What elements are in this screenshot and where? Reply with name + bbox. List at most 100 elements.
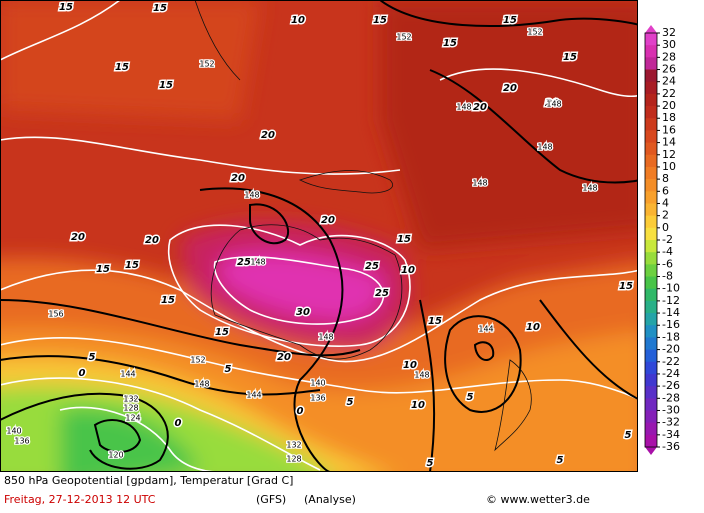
colorbar-label: -12 [662, 294, 680, 307]
colorbar-band [645, 386, 657, 399]
colorbar-band [645, 398, 657, 411]
model-name: (GFS) [256, 493, 286, 506]
isotherm-label: 30 [296, 307, 310, 318]
isotherm-label: 5 [467, 392, 474, 403]
geopotential-label: 152 [190, 356, 205, 365]
map-date: Freitag, 27-12-2013 12 UTC [4, 493, 156, 506]
geopotential-label: 156 [48, 310, 63, 319]
geopotential-label: 148 [318, 333, 333, 342]
isotherm-label: 15 [125, 260, 139, 271]
isotherm-label: 25 [237, 257, 251, 268]
geopotential-label: 144 [478, 325, 493, 334]
colorbar-label: 18 [662, 111, 676, 124]
isotherm-label: 20 [71, 232, 85, 243]
colorbar-label: 2 [662, 209, 669, 222]
colorbar-band [645, 288, 657, 302]
colorbar-band [645, 300, 657, 314]
colorbar-band [645, 154, 657, 168]
geopotential-label: 132 [123, 395, 138, 404]
isotherm-label: 15 [428, 316, 442, 327]
geopotential-label: 148 [414, 371, 429, 380]
colorbar-band [645, 166, 657, 180]
colorbar-label: -32 [662, 416, 680, 429]
isotherm-label: 5 [347, 397, 354, 408]
colorbar-band [645, 373, 657, 387]
isotherm-label: 20 [545, 98, 559, 109]
isotherm-label: 0 [175, 418, 182, 429]
isotherm-label: 15 [159, 80, 173, 91]
geopotential-label: 136 [310, 394, 325, 403]
isotherm-label: 15 [153, 3, 167, 14]
isotherm-label: 15 [397, 234, 411, 245]
colorbar-label: 30 [662, 38, 676, 51]
colorbar-band [645, 69, 657, 83]
colorbar-band [645, 410, 657, 424]
isotherm-label: 15 [96, 264, 110, 275]
colorbar: 32302826242220181614121086420-2-4-6-8-10… [644, 25, 680, 455]
colorbar-band [645, 240, 657, 253]
colorbar-band [645, 337, 657, 351]
map-area [0, 0, 638, 472]
geopotential-label: 128 [123, 404, 138, 413]
map-frame [0, 0, 638, 472]
isotherm-label: 20 [261, 130, 275, 141]
geopotential-label: 144 [120, 370, 135, 379]
geopotential-label: 148 [244, 191, 259, 200]
colorbar-band [645, 179, 657, 192]
isotherm-label: 15 [619, 281, 633, 292]
isotherm-label: 15 [115, 62, 129, 73]
geopotential-label: 148 [582, 184, 597, 193]
colorbar-label: 16 [662, 123, 676, 136]
geopotential-label: 132 [286, 441, 301, 450]
isotherm-label: 10 [526, 322, 540, 333]
colorbar-band [645, 252, 657, 265]
colorbar-label: 4 [662, 196, 669, 209]
isotherm-label: 15 [215, 327, 229, 338]
isotherm-label: 5 [225, 364, 232, 375]
colorbar-label: 32 [662, 26, 676, 39]
geopotential-label: 148 [194, 380, 209, 389]
isotherm-label: 5 [557, 455, 564, 466]
isotherm-label: 5 [89, 352, 96, 363]
colorbar-label: -36 [662, 440, 680, 453]
colorbar-band [645, 93, 657, 107]
colorbar-band [645, 142, 657, 156]
colorbar-label: -24 [662, 367, 680, 380]
isotherm-label: 20 [503, 83, 517, 94]
geopotential-label: 136 [14, 437, 29, 446]
colorbar-label: -26 [662, 379, 680, 392]
isotherm-label: 0 [79, 368, 86, 379]
isotherm-label: 20 [321, 215, 335, 226]
geopotential-label: 140 [6, 427, 21, 436]
colorbar-band [645, 203, 657, 217]
geopotential-label: 128 [286, 455, 301, 464]
coastlines [194, 0, 532, 452]
isotherm-label: 15 [563, 52, 577, 63]
isotherms [0, 0, 638, 472]
isotherm-label: 20 [473, 102, 487, 113]
colorbar-label: 20 [662, 99, 676, 112]
colorbar-band [645, 215, 657, 229]
analysis-label: (Analyse) [304, 493, 356, 506]
colorbar-label: -20 [662, 343, 680, 356]
geopotential-label: 148 [472, 179, 487, 188]
colorbar-band [645, 361, 657, 375]
colorbar-label: -22 [662, 355, 680, 368]
colorbar-band [645, 81, 657, 95]
colorbar-label: -16 [662, 318, 680, 331]
isotherm-label: 15 [503, 15, 517, 26]
geopotential-label: 148 [537, 143, 552, 152]
geopotential-label: 120 [108, 451, 123, 460]
isotherm-label: 10 [291, 15, 305, 26]
colorbar-bottom-cap [645, 447, 657, 455]
colorbar-label: 8 [662, 172, 669, 185]
isotherm-label: 15 [161, 295, 175, 306]
colorbar-band [645, 45, 657, 58]
credit: © www.wetter3.de [486, 493, 590, 506]
geopotential-contours [0, 0, 638, 472]
geopotential-label: 152 [527, 28, 542, 37]
colorbar-band [645, 227, 657, 241]
